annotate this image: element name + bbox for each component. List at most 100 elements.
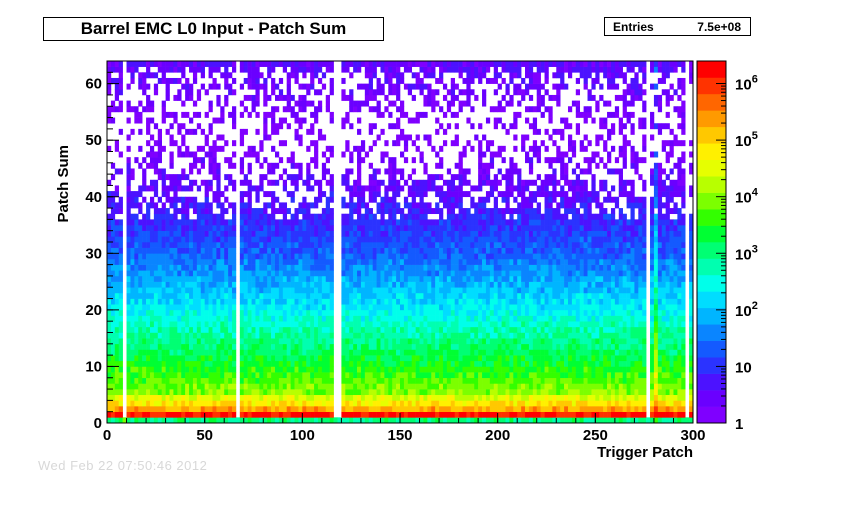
heatmap-cell	[282, 298, 288, 305]
heatmap-cell	[607, 406, 612, 412]
heatmap-cell	[501, 343, 506, 350]
heatmap-cell	[169, 355, 174, 362]
heatmap-cell	[169, 332, 174, 339]
heatmap-cell	[677, 360, 682, 367]
heatmap-cell	[146, 338, 151, 345]
heatmap-cell	[165, 258, 170, 265]
heatmap-cell	[134, 338, 139, 345]
heatmap-cell	[446, 360, 452, 367]
heatmap-cell	[228, 275, 233, 282]
heatmap-cell	[626, 258, 631, 265]
heatmap-cell	[556, 406, 561, 412]
heatmap-cell	[204, 225, 209, 231]
heatmap-cell	[321, 377, 327, 384]
heatmap-cell	[622, 247, 627, 254]
heatmap-cell	[403, 389, 409, 396]
heatmap-cell	[274, 372, 280, 379]
heatmap-cell	[556, 332, 561, 339]
heatmap-cell	[427, 338, 432, 345]
heatmap-cell	[263, 247, 268, 254]
heatmap-cell	[407, 360, 413, 367]
heatmap-cell	[306, 366, 311, 373]
heatmap-cell	[239, 321, 245, 328]
heatmap-cell	[247, 321, 252, 328]
heatmap-cell	[478, 389, 483, 396]
heatmap-cell	[302, 321, 307, 328]
heatmap-cell	[626, 287, 631, 294]
heatmap-cell	[595, 355, 600, 362]
heatmap-cell	[521, 275, 526, 282]
heatmap-cell	[271, 242, 276, 248]
heatmap-cell	[403, 360, 409, 367]
heatmap-cell	[485, 275, 491, 282]
heatmap-cell	[591, 287, 596, 294]
heatmap-cell	[610, 394, 616, 401]
heatmap-cell	[400, 304, 405, 311]
heatmap-cell	[165, 406, 170, 412]
heatmap-cell	[614, 411, 620, 418]
heatmap-cell	[185, 309, 190, 316]
heatmap-cell	[501, 377, 506, 384]
heatmap-cell	[153, 304, 159, 311]
heatmap-cell	[310, 304, 315, 311]
heatmap-cell	[306, 281, 311, 288]
heatmap-cell	[368, 298, 373, 305]
heatmap-cell	[243, 236, 248, 243]
heatmap-cell	[536, 264, 541, 271]
heatmap-cell	[146, 225, 151, 231]
heatmap-cell	[634, 332, 639, 339]
heatmap-cell	[470, 247, 475, 254]
heatmap-cell	[317, 304, 323, 311]
heatmap-cell	[446, 411, 452, 418]
heatmap-cell	[485, 292, 491, 299]
heatmap-cell	[509, 264, 514, 271]
heatmap-cell	[587, 275, 592, 282]
heatmap-cell	[677, 417, 682, 424]
heatmap-cell	[411, 355, 416, 362]
heatmap-cell	[423, 377, 428, 384]
heatmap-cell	[388, 230, 393, 237]
heatmap-cell	[614, 389, 620, 396]
heatmap-cell	[368, 242, 373, 248]
heatmap-cell	[376, 326, 381, 333]
heatmap-cell	[317, 400, 323, 407]
heatmap-cell	[689, 230, 694, 237]
heatmap-cell	[181, 355, 186, 362]
heatmap-cell	[540, 309, 545, 316]
heatmap-cell	[189, 321, 194, 328]
heatmap-cell	[595, 242, 600, 248]
heatmap-cell	[189, 338, 194, 345]
heatmap-cell	[657, 394, 663, 401]
heatmap-cell	[470, 275, 475, 282]
heatmap-cell	[192, 292, 198, 299]
heatmap-cell	[626, 332, 631, 339]
heatmap-cell	[200, 406, 205, 412]
heatmap-cell	[142, 270, 147, 277]
heatmap-cell	[259, 411, 264, 418]
heatmap-cell	[396, 349, 401, 356]
heatmap-cell	[599, 247, 604, 254]
heatmap-cell	[259, 315, 264, 322]
heatmap-cell	[622, 332, 627, 339]
heatmap-cell	[153, 417, 159, 424]
heatmap-cell	[259, 275, 264, 282]
heatmap-cell	[466, 287, 471, 294]
heatmap-cell	[525, 326, 530, 333]
heatmap-cell	[517, 275, 522, 282]
heatmap-cell	[446, 377, 452, 384]
heatmap-cell	[110, 309, 116, 316]
heatmap-cell	[298, 304, 303, 311]
heatmap-cell	[622, 242, 627, 248]
heatmap-cell	[528, 258, 534, 265]
heatmap-cell	[192, 389, 198, 396]
heatmap-cell	[669, 247, 674, 254]
heatmap-cell	[134, 270, 139, 277]
heatmap-cell	[282, 258, 288, 265]
heatmap-cell	[653, 253, 659, 260]
heatmap-cell	[306, 377, 311, 384]
heatmap-cell	[243, 298, 248, 305]
heatmap-cell	[185, 321, 190, 328]
heatmap-cell	[595, 321, 600, 328]
heatmap-cell	[349, 315, 354, 322]
